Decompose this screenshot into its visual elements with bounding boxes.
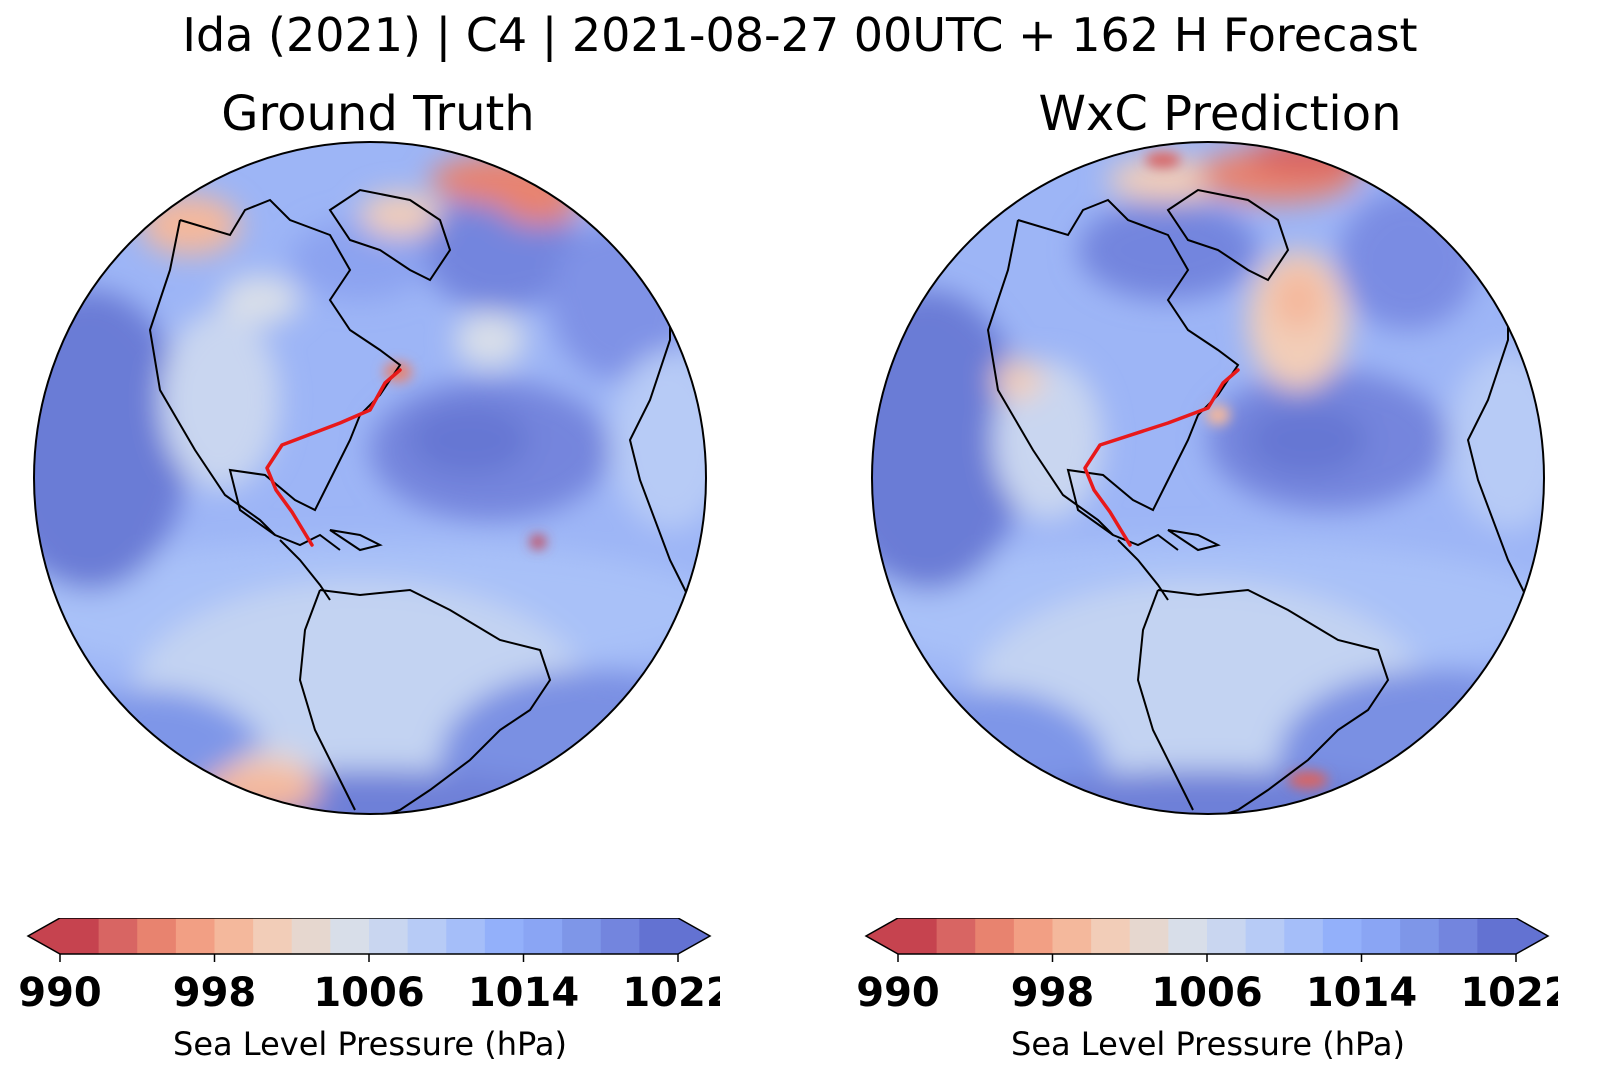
hurricane-track [265,368,402,547]
colorbar-segment [898,918,938,954]
colorbar-tick-label: 1006 [1151,970,1262,1016]
globe-map-ground-truth [33,141,707,815]
colorbar-segment [175,918,215,954]
figure-title: Ida (2021) | C4 | 2021-08-27 00UTC + 162… [182,8,1418,62]
colorbar-segment [975,918,1015,954]
colorbar-tick-label: 990 [20,970,102,1016]
colorbar-segment [369,918,409,954]
panel-title-wxc-prediction: WxC Prediction [1038,86,1402,142]
colorbar-segment [1438,918,1478,954]
panel-title-ground-truth: Ground Truth [221,86,535,142]
colorbar-segment [1400,918,1440,954]
colorbar-segment [446,918,486,954]
colorbar-segment [60,918,100,954]
colorbar-segment [214,918,254,954]
colorbar-segment [98,918,138,954]
colorbar-extend-min [28,918,60,954]
colorbar-segment [523,918,563,954]
colorbar-extend-max [1516,918,1548,954]
colorbar-segment [1477,918,1517,954]
colorbar-wxc-prediction: 990 998 1006 1014 1022 [858,918,1558,1016]
colorbar-segment [1129,918,1169,954]
colorbar-segment [291,918,331,954]
colorbar-segment [1052,918,1092,954]
colorbar-segment [1168,918,1208,954]
colorbar-extend-max [678,918,710,954]
colorbar-segment [1322,918,1362,954]
coastlines [986,159,1529,814]
colorbar-ground-truth: 990 998 1006 1014 1022 [20,918,720,1016]
colorbar-tick-label: 1022 [622,970,720,1016]
colorbar-segment [936,918,976,954]
colorbar-segment [562,918,602,954]
colorbar-segment [639,918,679,954]
colorbar-segment [137,918,177,954]
colorbar-tick-label: 1014 [1306,970,1417,1016]
colorbar-label: Sea Level Pressure (hPa) [173,1025,567,1063]
colorbar-segment [1207,918,1247,954]
colorbar-tick-label: 998 [1011,970,1095,1016]
colorbar-label: Sea Level Pressure (hPa) [1011,1025,1405,1063]
globe-map-wxc-prediction [871,141,1545,815]
colorbar-extend-min [866,918,898,954]
globe-outline [871,141,1545,815]
colorbar-segment [484,918,524,954]
colorbar-tick-label: 1006 [313,970,424,1016]
colorbar-tick-label: 998 [173,970,257,1016]
colorbar-segment [1245,918,1285,954]
colorbar-segment [600,918,640,954]
colorbar-tick-label: 1022 [1460,970,1558,1016]
colorbar-tick-label: 1014 [468,970,579,1016]
colorbar-segment [1361,918,1401,954]
colorbar-segment [1284,918,1324,954]
colorbar-tick-label: 990 [858,970,940,1016]
hurricane-track [1083,368,1240,547]
globe-outline [33,141,707,815]
colorbar-segment [1091,918,1131,954]
colorbar-segment [253,918,293,954]
colorbar-segment [407,918,447,954]
colorbar-segment [1013,918,1053,954]
colorbar-segment [330,918,370,954]
